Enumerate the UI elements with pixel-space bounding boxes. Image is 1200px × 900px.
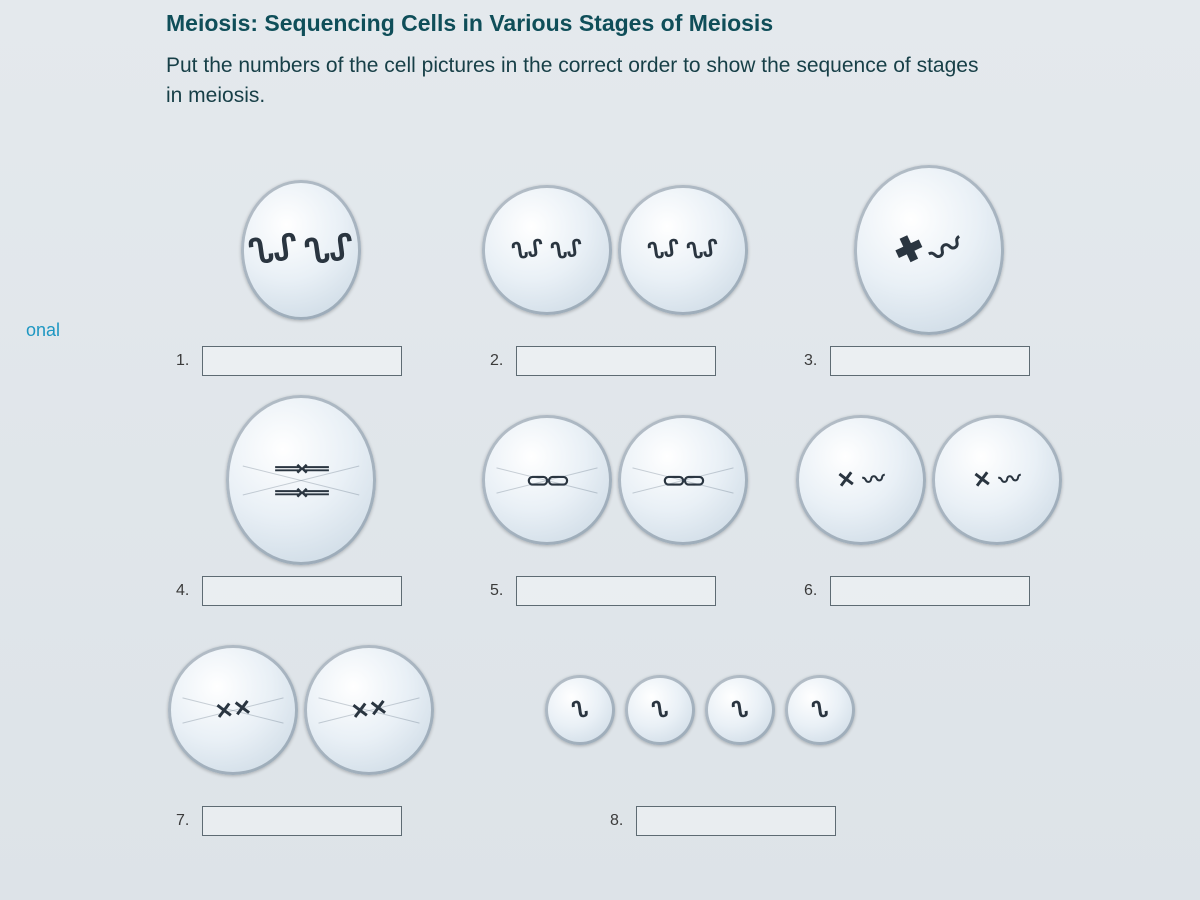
item-number: 1.: [176, 352, 202, 370]
cell-image-1: ᔐᔑ ᔐᔑ: [176, 160, 426, 340]
answer-input-8[interactable]: [636, 806, 836, 836]
cell-image-5: ⊂⊃⊂⊃ ⊂⊃⊂⊃: [490, 390, 740, 570]
answer-input-7[interactable]: [202, 806, 402, 836]
grid-item: ᔐ ᔐ ᔐ ᔐ 8.: [490, 620, 1104, 840]
grid-item: ✕〰 ✕〰 6.: [804, 390, 1104, 610]
item-number: 8.: [610, 812, 636, 830]
content-area: Meiosis: Sequencing Cells in Various Sta…: [166, 0, 1200, 900]
cell-image-8: ᔐ ᔐ ᔐ ᔐ: [490, 620, 910, 800]
grid-item: ⊂⊃⊂⊃ ⊂⊃⊂⊃ 5.: [490, 390, 790, 610]
cell-image-6: ✕〰 ✕〰: [804, 390, 1054, 570]
answer-input-2[interactable]: [516, 346, 716, 376]
answer-input-6[interactable]: [830, 576, 1030, 606]
cell-grid: ᔐᔑ ᔐᔑ 1. ᔐᔑᔐᔑ ᔐᔑᔐᔑ 2.: [166, 160, 1200, 840]
item-number: 4.: [176, 582, 202, 600]
grid-item: ⟹⟸⟹⟸ 4.: [176, 390, 476, 610]
page-title: Meiosis: Sequencing Cells in Various Sta…: [166, 10, 1200, 37]
answer-input-5[interactable]: [516, 576, 716, 606]
cell-image-4: ⟹⟸⟹⟸: [176, 390, 426, 570]
grid-item: ᔐᔑᔐᔑ ᔐᔑᔐᔑ 2.: [490, 160, 790, 380]
item-number: 7.: [176, 812, 202, 830]
worksheet-page: onal Meiosis: Sequencing Cells in Variou…: [0, 0, 1200, 900]
answer-input-4[interactable]: [202, 576, 402, 606]
item-number: 2.: [490, 352, 516, 370]
answer-input-3[interactable]: [830, 346, 1030, 376]
item-number: 6.: [804, 582, 830, 600]
sidebar-fragment: onal: [0, 320, 66, 341]
cell-image-7: ✕✕ ✕✕: [176, 620, 426, 800]
instructions-text: Put the numbers of the cell pictures in …: [166, 51, 986, 112]
item-number: 3.: [804, 352, 830, 370]
grid-item: ✕✕ ✕✕ 7.: [176, 620, 476, 840]
cell-image-2: ᔐᔑᔐᔑ ᔐᔑᔐᔑ: [490, 160, 740, 340]
grid-item: ✖ 〰 3.: [804, 160, 1104, 380]
item-number: 5.: [490, 582, 516, 600]
answer-input-1[interactable]: [202, 346, 402, 376]
grid-item: ᔐᔑ ᔐᔑ 1.: [176, 160, 476, 380]
cell-image-3: ✖ 〰: [804, 160, 1054, 340]
